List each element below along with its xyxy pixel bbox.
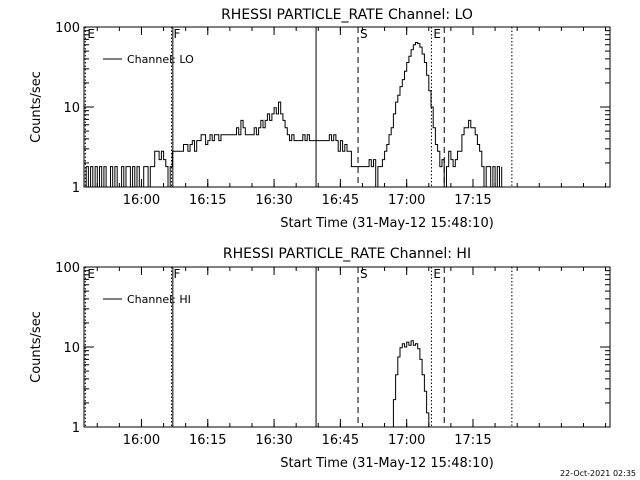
x-axis-label: Start Time (31-May-12 15:48:10) (280, 216, 494, 231)
axes-frame (83, 26, 611, 188)
x-axis-label: Start Time (31-May-12 15:48:10) (280, 456, 494, 471)
chart-title: RHESSI PARTICLE_RATE Channel: HI (223, 246, 471, 262)
x-tick-label: 16:00 (123, 193, 160, 208)
event-marker-label: S (360, 27, 368, 41)
x-tick-label: 17:00 (388, 433, 425, 448)
event-marker-label: E (433, 267, 441, 281)
x-tick-label: 17:00 (388, 193, 425, 208)
series-line (391, 340, 430, 428)
x-tick-label: 16:45 (322, 433, 359, 448)
x-tick-label: 16:30 (255, 193, 292, 208)
panel-hi: RHESSI PARTICLE_RATE Channel: HI 1 10 100 16… (29, 246, 611, 471)
legend-label: Channel: HI (127, 293, 191, 306)
x-tick-label: 16:15 (189, 193, 226, 208)
footer-timestamp: 22-Oct-2021 02:35 (560, 469, 636, 478)
legend-label: Channel: LO (127, 53, 194, 66)
event-marker-label: S (360, 267, 368, 281)
chart-title: RHESSI PARTICLE_RATE Channel: LO (221, 7, 473, 23)
y-tick-label: 1 (72, 421, 80, 436)
x-tick-label: 17:15 (454, 193, 491, 208)
y-tick-label: 1 (72, 181, 80, 196)
y-axis-label: Counts/sec (29, 311, 44, 383)
y-tick-label: 100 (55, 21, 80, 36)
series-line (84, 42, 503, 188)
y-tick-label: 10 (63, 101, 80, 116)
x-tick-label: 16:00 (123, 433, 160, 448)
event-marker-label: E (87, 27, 95, 41)
x-tick-label: 17:15 (454, 433, 491, 448)
y-tick-label: 10 (63, 341, 80, 356)
x-tick-label: 16:30 (255, 433, 292, 448)
panel-lo: RHESSI PARTICLE_RATE Channel: LO 1 10 100 16… (29, 7, 611, 231)
x-tick-label: 16:15 (189, 433, 226, 448)
y-axis-label: Counts/sec (29, 71, 44, 143)
event-marker-label: F (174, 267, 181, 281)
event-marker-label: E (433, 27, 441, 41)
x-tick-label: 16:45 (322, 193, 359, 208)
axes-frame (83, 266, 611, 428)
y-tick-label: 100 (55, 261, 80, 276)
event-marker-label: F (174, 27, 181, 41)
event-marker-label: E (87, 267, 95, 281)
